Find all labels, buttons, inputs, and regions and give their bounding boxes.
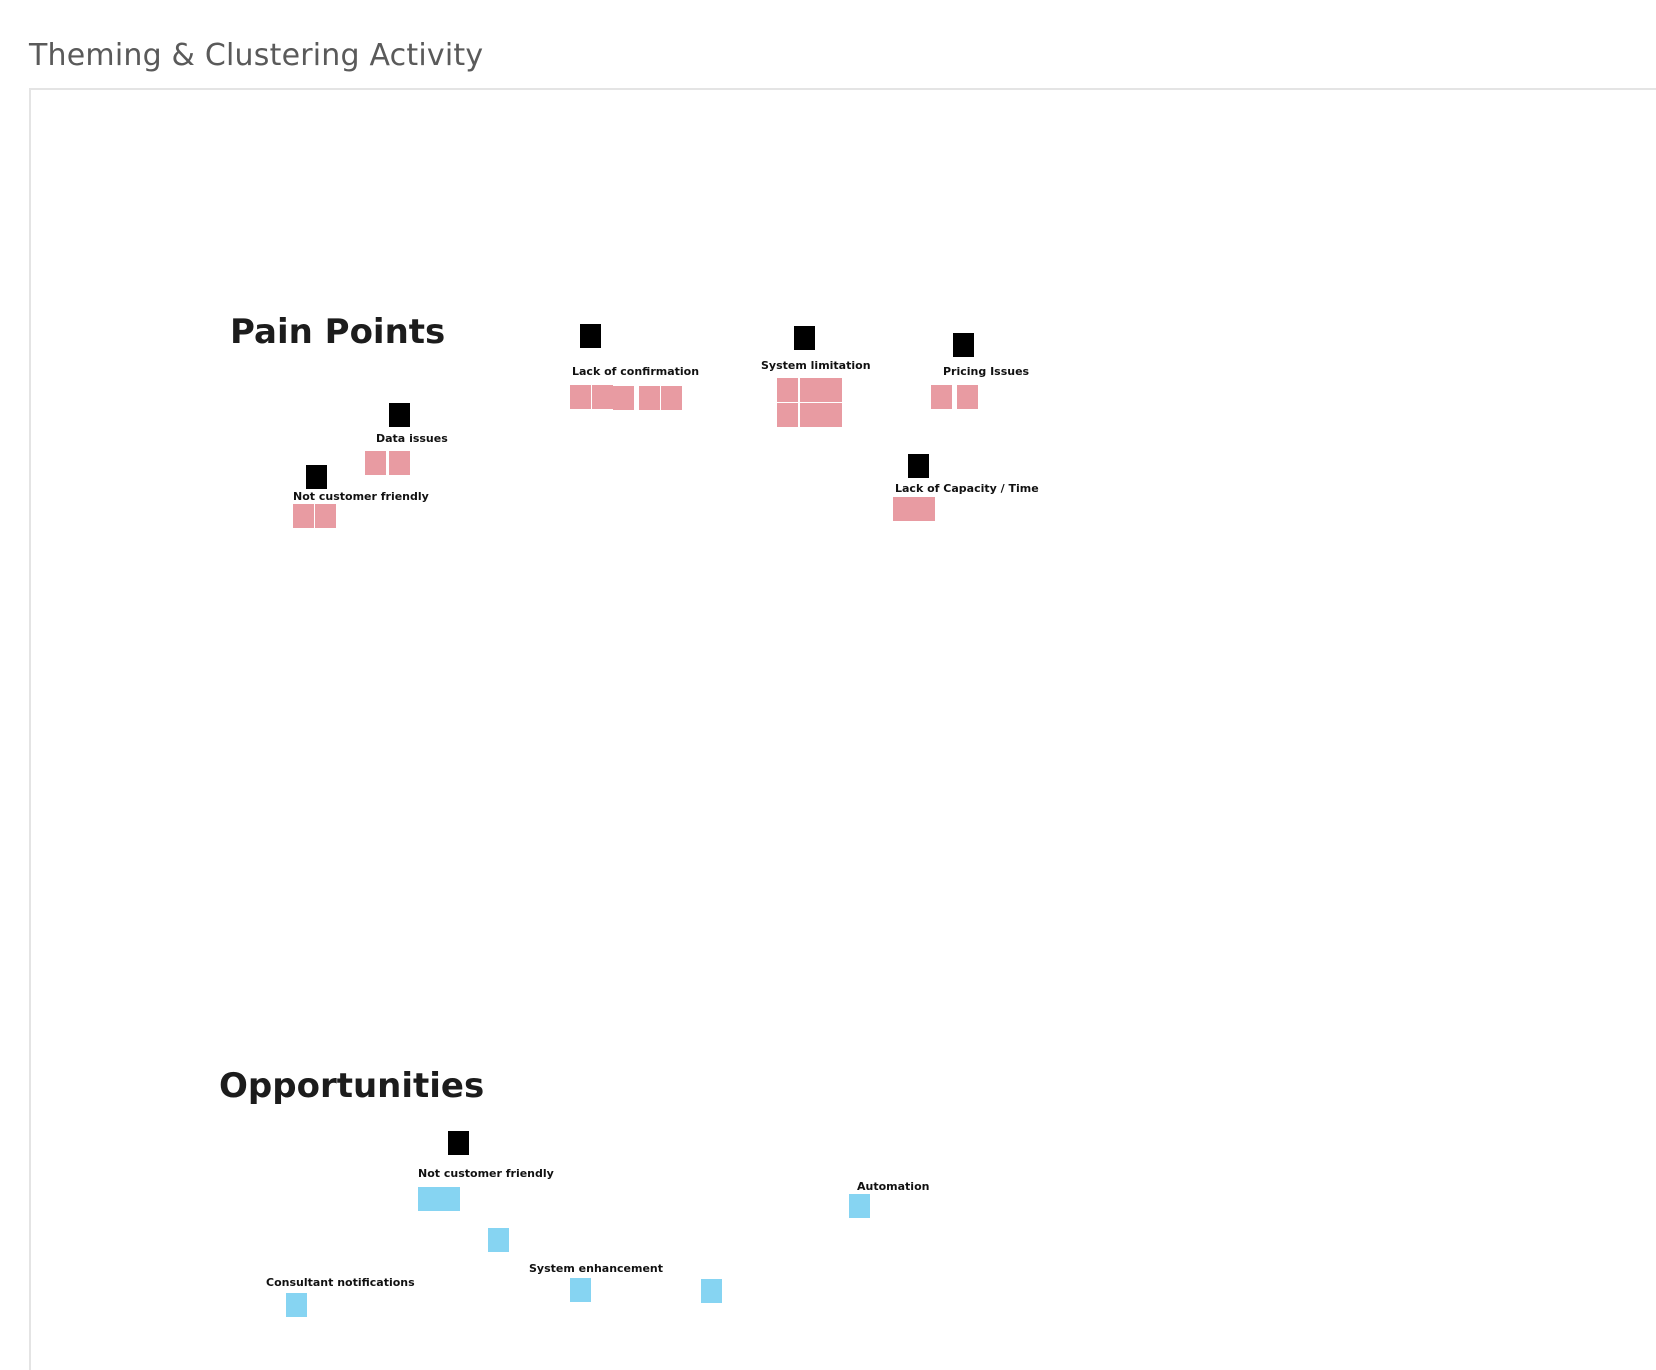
marker-data-issues[interactable] [389, 403, 410, 427]
cluster-label-data-issues[interactable]: Data issues [376, 432, 448, 445]
marker-lack-of-confirmation[interactable] [580, 324, 601, 348]
cluster-label-lack-of-confirmation[interactable]: Lack of confirmation [572, 365, 700, 378]
marker-opportunity-not-customer-friendly[interactable] [448, 1131, 469, 1155]
sticky-note[interactable] [661, 386, 682, 410]
sticky-note[interactable] [365, 451, 386, 475]
marker-system-limitation[interactable] [794, 326, 815, 350]
sticky-note[interactable] [849, 1194, 870, 1218]
sticky-note[interactable] [439, 1187, 460, 1211]
sticky-note[interactable] [914, 497, 935, 521]
sticky-note[interactable] [613, 386, 634, 410]
cluster-label-automation[interactable]: Automation [857, 1180, 930, 1193]
cluster-label-consultant-notifications[interactable]: Consultant notifications [266, 1276, 415, 1289]
cluster-label-not-customer-friendly[interactable]: Not customer friendly [293, 490, 429, 503]
cluster-label-pricing-issues[interactable]: Pricing Issues [943, 365, 1030, 378]
sticky-note[interactable] [315, 504, 336, 528]
sticky-note[interactable] [800, 378, 821, 402]
sticky-note[interactable] [800, 403, 821, 427]
sticky-note[interactable] [570, 385, 591, 409]
sticky-note[interactable] [488, 1228, 509, 1252]
sticky-note[interactable] [821, 378, 842, 402]
sticky-note[interactable] [418, 1187, 439, 1211]
sticky-note[interactable] [701, 1279, 722, 1303]
sticky-note[interactable] [389, 451, 410, 475]
sticky-note[interactable] [777, 378, 798, 402]
sticky-note[interactable] [893, 497, 914, 521]
sticky-note[interactable] [570, 1278, 591, 1302]
sticky-note[interactable] [286, 1293, 307, 1317]
sticky-note[interactable] [639, 386, 660, 410]
opportunities-heading[interactable]: Opportunities [219, 1066, 485, 1106]
whiteboard-canvas[interactable] [29, 88, 1656, 1370]
marker-not-customer-friendly[interactable] [306, 465, 327, 489]
marker-pricing-issues[interactable] [953, 333, 974, 357]
marker-lack-of-capacity[interactable] [908, 454, 929, 478]
sticky-note[interactable] [777, 403, 798, 427]
sticky-note[interactable] [592, 385, 613, 409]
sticky-note[interactable] [957, 385, 978, 409]
cluster-label-opportunity-not-customer-friendly[interactable]: Not customer friendly [418, 1167, 554, 1180]
sticky-note[interactable] [821, 403, 842, 427]
cluster-label-system-limitation[interactable]: System limitation [761, 359, 871, 372]
pain-points-heading[interactable]: Pain Points [230, 312, 446, 352]
sticky-note[interactable] [293, 504, 314, 528]
cluster-label-lack-of-capacity[interactable]: Lack of Capacity / Time [895, 482, 1039, 495]
cluster-label-system-enhancement[interactable]: System enhancement [529, 1262, 664, 1275]
sticky-note[interactable] [931, 385, 952, 409]
page-title: Theming & Clustering Activity [29, 38, 484, 73]
